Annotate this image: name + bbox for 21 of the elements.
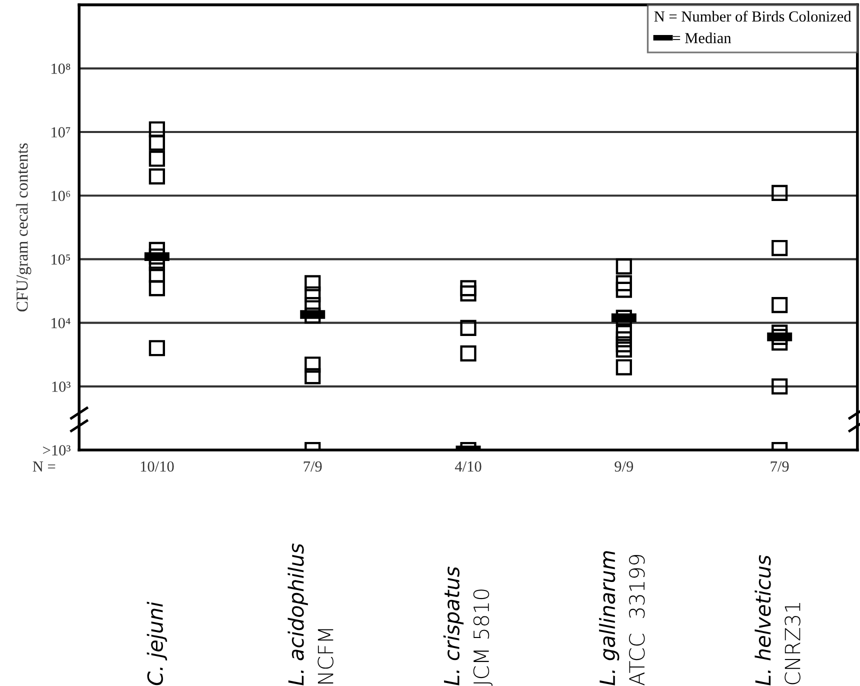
legend-label: = Median <box>672 32 732 44</box>
y-tick-label: 10³ <box>52 382 70 392</box>
y-tick-label: 10⁴ <box>52 318 70 328</box>
x-tick-label: L. gallinarum ATCC 33199 <box>599 551 645 686</box>
x-tick-label: L. helveticus CNRZ31 <box>754 555 800 686</box>
legend-title: N = Number of Birds Colonized <box>654 10 852 22</box>
text: 10/10 <box>140 461 174 472</box>
x-tick-label: L. crispatus JCM 5810 <box>443 566 493 686</box>
text: 7/9 <box>770 461 789 472</box>
text: N = <box>32 461 56 472</box>
y-axis-title: CFU/gram cecal contents <box>16 143 32 312</box>
y-tick-label: >10³ <box>43 445 70 456</box>
text: 9/9 <box>614 461 634 472</box>
y-tick-label: 10⁶ <box>52 190 70 202</box>
x-tick-label: C. jejuni <box>146 602 168 686</box>
text: 7/9 <box>304 461 322 472</box>
x-tick-label: L. acidophilus NCFM <box>288 544 334 686</box>
y-tick-label: 10⁵ <box>52 254 70 265</box>
y-tick-label: 10⁷ <box>52 127 70 138</box>
y-tick-label: 10⁸ <box>52 64 70 74</box>
text: 4/10 <box>454 461 482 472</box>
